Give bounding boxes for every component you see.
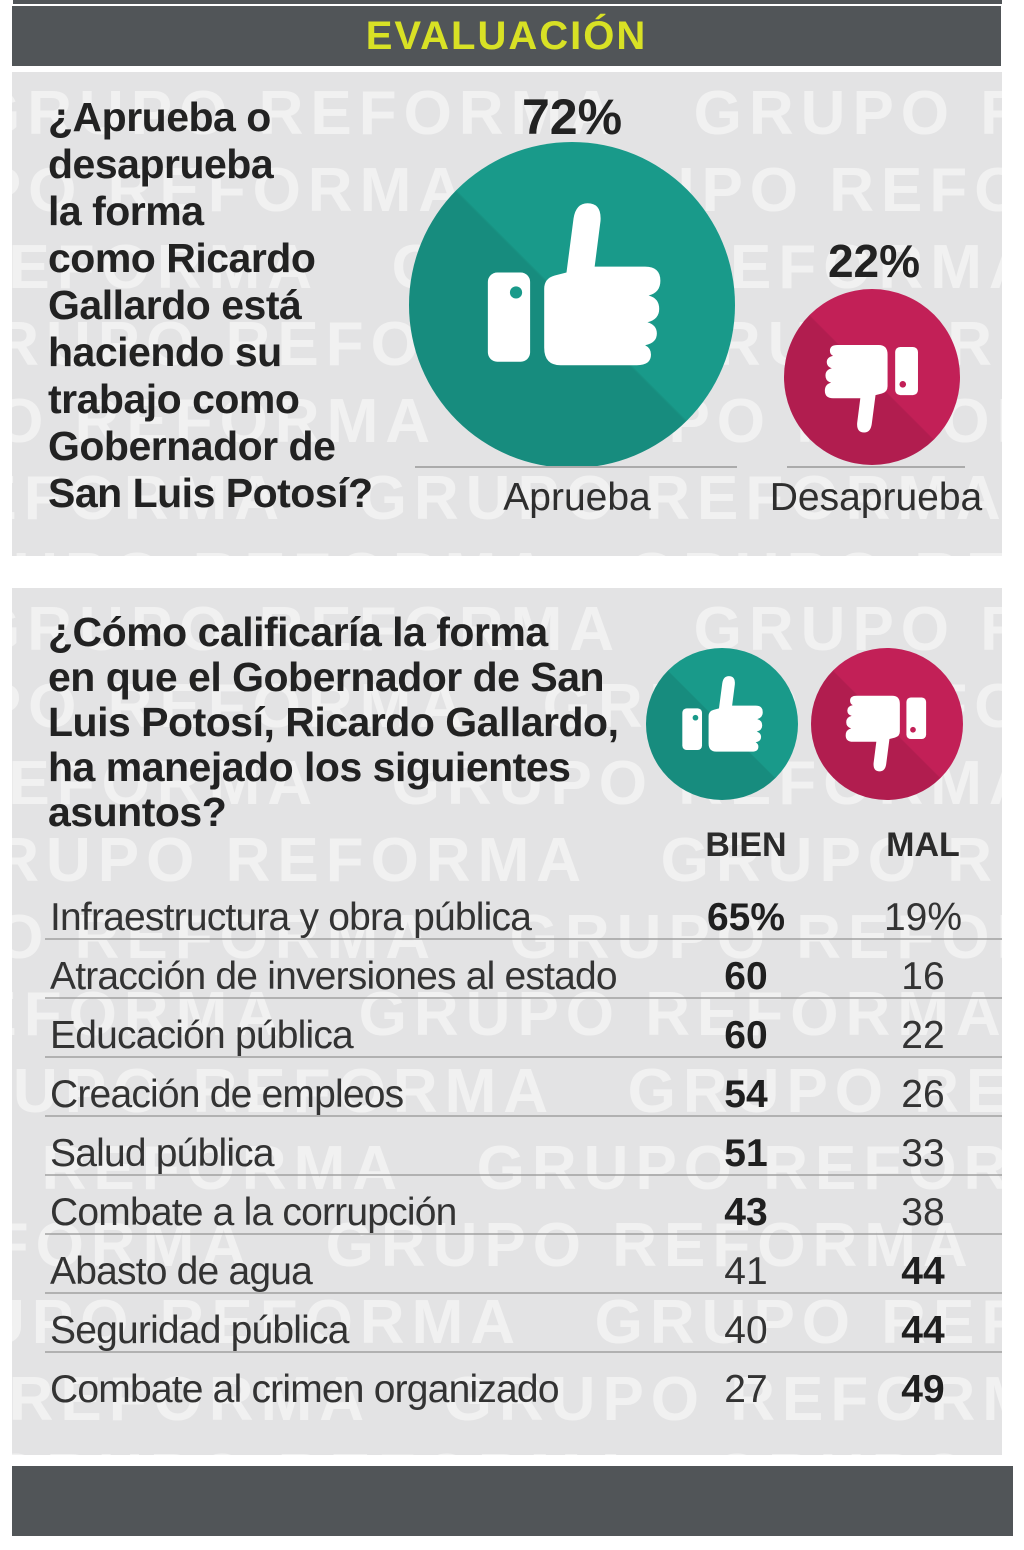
row-divider	[45, 1292, 1002, 1294]
row-divider	[45, 1351, 1002, 1353]
row-label: Salud pública	[50, 1132, 275, 1175]
thumbs-down-icon	[845, 696, 927, 772]
disapprove-circle	[784, 289, 960, 465]
watermark-row: GRUPO REFORMA GRUPO REFORMA GRUPO REFORM…	[12, 1288, 1002, 1357]
row-label: Educación pública	[50, 1014, 354, 1057]
row-divider	[45, 938, 1002, 940]
mal-value: 49	[901, 1368, 945, 1411]
row-label: Seguridad pública	[50, 1309, 349, 1352]
table-row: Abasto de agua 41 44	[12, 1250, 1002, 1298]
table-row: Salud pública 51 33	[12, 1132, 1002, 1180]
bien-value: 51	[724, 1132, 768, 1175]
watermark-row: GRUPO REFORMA GRUPO REFORMA GRUPO REFORM…	[12, 826, 1002, 895]
table-row: Combate al crimen organizado 27 49	[12, 1368, 1002, 1416]
thumbs-up-icon	[487, 202, 661, 365]
approve-label: Aprueba	[503, 476, 651, 519]
disapprove-baseline	[787, 466, 965, 468]
watermark-row: GRUPO REFORMA GRUPO REFORMA GRUPO REFORM…	[12, 1134, 1002, 1203]
watermark-row: GRUPO REFORMA GRUPO REFORMA GRUPO REFORM…	[12, 903, 1002, 972]
table-row: Creación de empleos 54 26	[12, 1073, 1002, 1121]
watermark-row: GRUPO REFORMA GRUPO REFORMA GRUPO REFORM…	[12, 1211, 1002, 1280]
header-bar: EVALUACIÓN	[12, 6, 1001, 66]
approval-question: ¿Aprueba o desaprueba la forma como Rica…	[48, 94, 373, 516]
row-divider	[45, 997, 1002, 999]
bien-circle	[646, 648, 798, 800]
bien-value: 60	[724, 1014, 768, 1057]
disapprove-percentage: 22%	[827, 235, 921, 287]
page-title: EVALUACIÓN	[365, 13, 648, 58]
mal-circle	[811, 648, 963, 800]
approval-section: GRUPO REFORMA GRUPO REFORMA GRUPO REFORM…	[12, 72, 1002, 556]
bien-value: 65%	[706, 896, 786, 939]
grupo-reforma-watermark: GRUPO REFORMA GRUPO REFORMA GRUPO REFORM…	[12, 588, 1002, 1455]
disapprove-label: Desaprueba	[769, 476, 983, 519]
column-header-mal: MAL	[886, 826, 960, 864]
row-label: Creación de empleos	[50, 1073, 404, 1116]
row-divider	[45, 1056, 1002, 1058]
bien-value: 54	[724, 1073, 768, 1116]
bien-value: 41	[724, 1250, 768, 1293]
table-row: Combate a la corrupción 43 38	[12, 1191, 1002, 1239]
row-label: Abasto de agua	[50, 1250, 313, 1293]
watermark-row: GRUPO REFORMA GRUPO REFORMA GRUPO REFORM…	[12, 540, 1002, 556]
watermark-row: GRUPO REFORMA GRUPO REFORMA GRUPO REFORM…	[12, 1057, 1002, 1126]
mal-value: 33	[901, 1132, 945, 1175]
row-divider	[45, 1233, 1002, 1235]
top-edge-line	[13, 0, 1002, 4]
table-row: Educación pública 60 22	[12, 1014, 1002, 1062]
mal-value: 19%	[883, 896, 963, 939]
watermark-row: GRUPO REFORMA GRUPO REFORMA GRUPO REFORM…	[12, 1441, 1002, 1455]
watermark-row: GRUPO REFORMA GRUPO REFORMA GRUPO REFORM…	[12, 79, 1002, 148]
watermark-row: GRUPO REFORMA GRUPO REFORMA GRUPO REFORM…	[12, 595, 1002, 664]
thumbs-up-icon	[682, 676, 764, 752]
approve-baseline	[415, 466, 737, 468]
watermark-row: GRUPO REFORMA GRUPO REFORMA GRUPO REFORM…	[12, 464, 1002, 533]
watermark-row: GRUPO REFORMA GRUPO REFORMA GRUPO REFORM…	[12, 1365, 1002, 1434]
row-divider	[45, 1115, 1002, 1117]
mal-value: 44	[901, 1250, 945, 1293]
table-row: Atracción de inversiones al estado 60 16	[12, 955, 1002, 1003]
issues-question: ¿Cómo calificaría la forma en que el Gob…	[48, 609, 619, 835]
table-row: Seguridad pública 40 44	[12, 1309, 1002, 1357]
approve-circle	[409, 142, 735, 468]
bien-value: 40	[724, 1309, 768, 1352]
thumbs-down-icon	[824, 344, 918, 433]
row-label: Combate a la corrupción	[50, 1191, 457, 1234]
watermark-row: GRUPO REFORMA GRUPO REFORMA GRUPO REFORM…	[12, 980, 1002, 1049]
mal-value: 16	[901, 955, 945, 998]
row-label: Infraestructura y obra pública	[50, 896, 532, 939]
column-header-bien: BIEN	[705, 826, 787, 864]
row-label: Atracción de inversiones al estado	[50, 955, 618, 998]
issues-section: GRUPO REFORMA GRUPO REFORMA GRUPO REFORM…	[12, 588, 1002, 1455]
bottom-bar	[12, 1466, 1013, 1536]
approve-percentage: 72%	[521, 89, 623, 145]
bien-value: 27	[724, 1368, 768, 1411]
table-row: Infraestructura y obra pública 65% 19%	[12, 896, 1002, 944]
mal-value: 38	[901, 1191, 945, 1234]
mal-value: 22	[901, 1014, 945, 1057]
row-label: Combate al crimen organizado	[50, 1368, 560, 1411]
mal-value: 26	[901, 1073, 945, 1116]
bien-value: 60	[724, 955, 768, 998]
mal-value: 44	[901, 1309, 945, 1352]
row-divider	[45, 1174, 1002, 1176]
bien-value: 43	[724, 1191, 768, 1234]
